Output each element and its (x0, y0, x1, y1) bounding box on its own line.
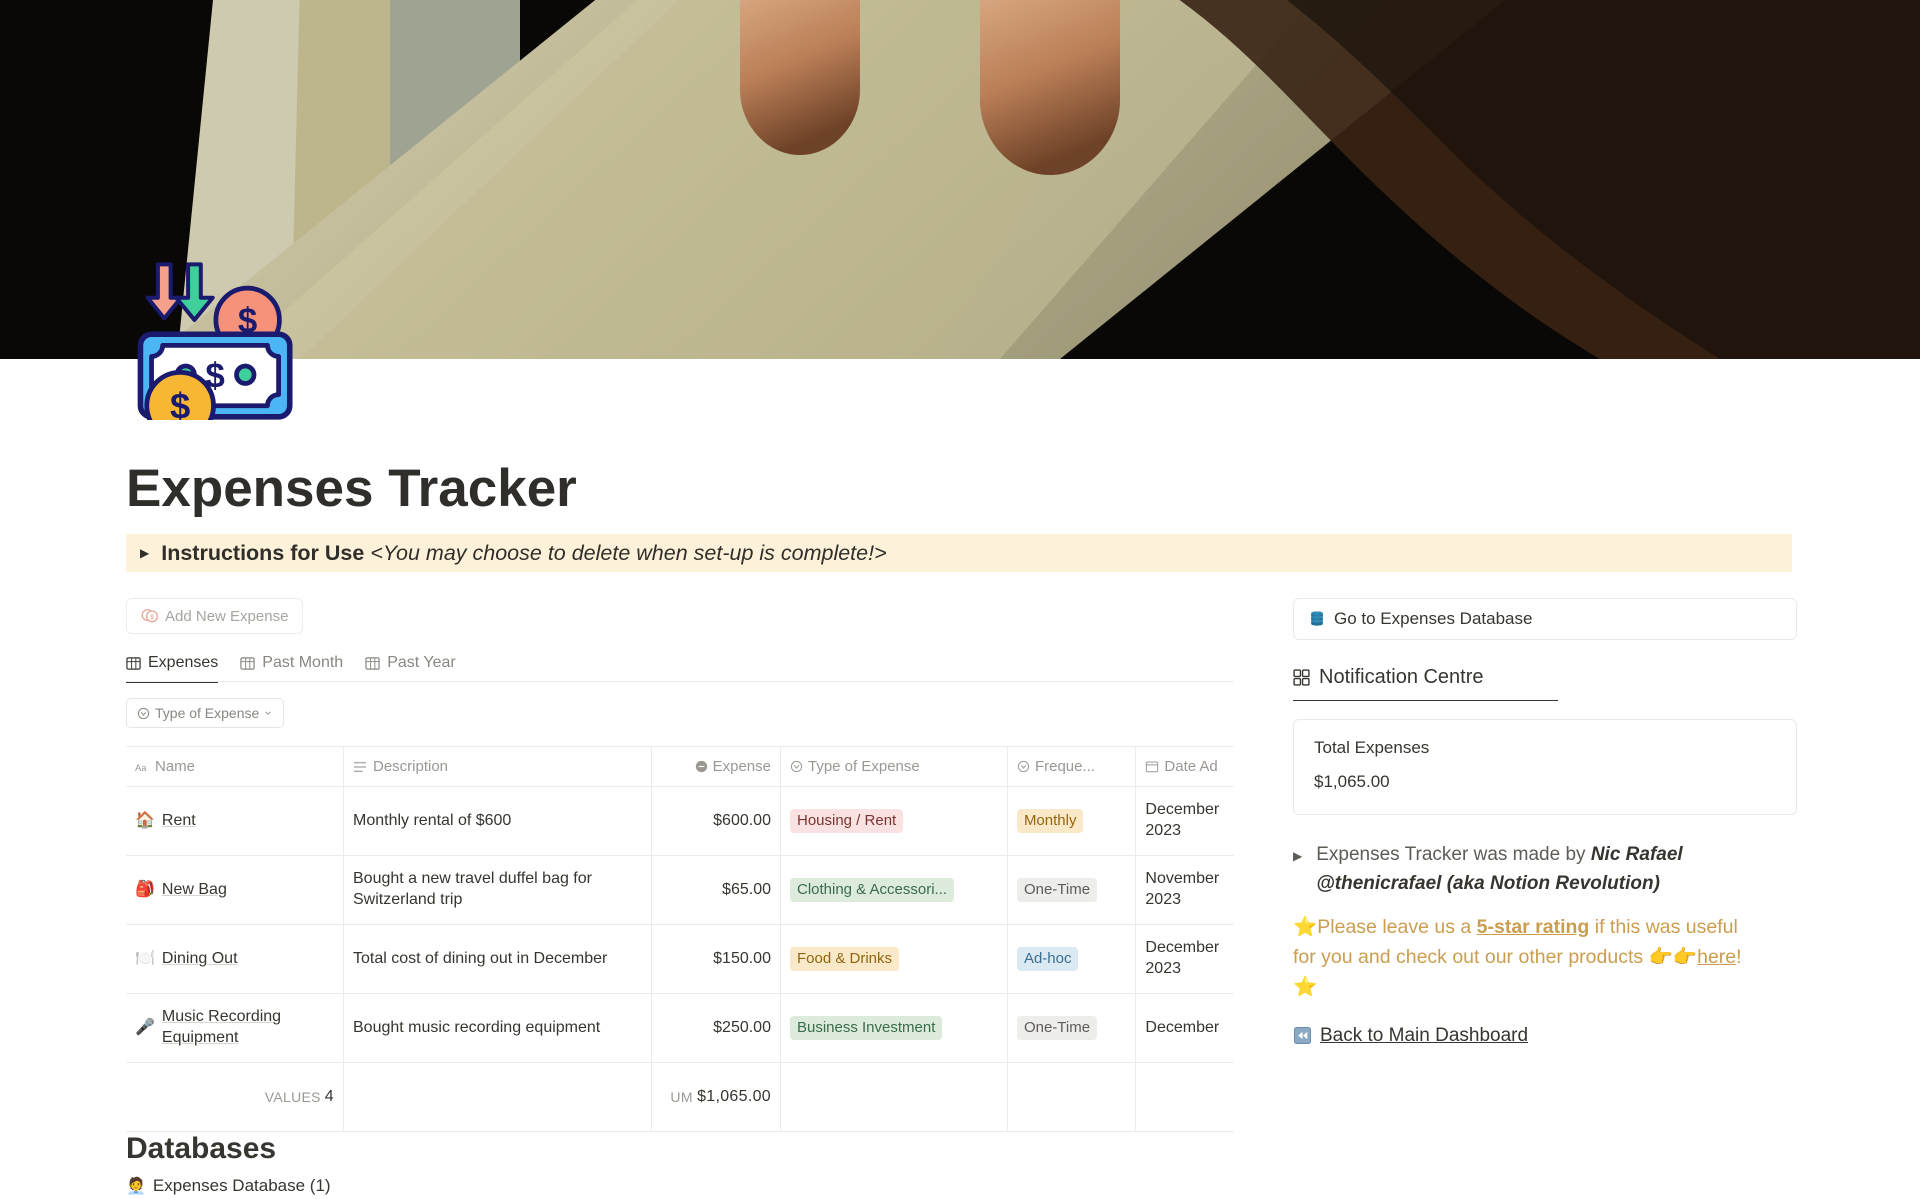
svg-text:$: $ (170, 385, 190, 420)
svg-text:$: $ (150, 614, 154, 621)
svg-text:Aa: Aa (135, 762, 147, 772)
